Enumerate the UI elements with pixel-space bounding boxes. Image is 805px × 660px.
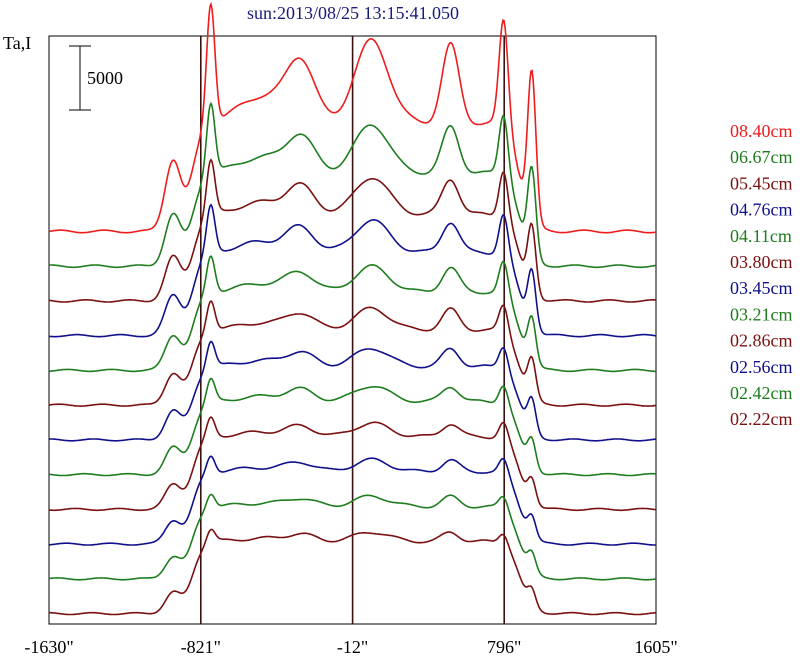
series-lines (48, 1, 657, 616)
x-tick-label-1: -821" (181, 637, 221, 657)
legend-item-9: 02.56cm (730, 357, 793, 377)
series-line-4 (48, 255, 657, 373)
legend-item-4: 04.11cm (730, 226, 792, 246)
legend-item-3: 04.76cm (730, 200, 793, 220)
series-line-7 (48, 377, 657, 477)
series-line-8 (48, 416, 657, 512)
x-tick-label-0: -1630" (24, 637, 73, 657)
legend-item-8: 02.86cm (730, 331, 793, 351)
series-line-6 (48, 340, 657, 442)
scale-bar-label: 5000 (87, 68, 123, 88)
legend: 08.40cm 06.67cm 05.45cm 04.76cm 04.11cm 03.80… (730, 121, 793, 429)
series-line-9 (49, 455, 656, 546)
legend-item-2: 05.45cm (730, 173, 793, 193)
series-line-2 (48, 158, 656, 303)
series-line-3 (48, 203, 657, 338)
x-tick-label-3: 796" (487, 637, 521, 657)
legend-item-1: 06.67cm (730, 147, 793, 167)
y-axis-label: Ta,I (3, 33, 31, 53)
legend-item-7: 03.21cm (730, 304, 793, 324)
legend-item-6: 03.45cm (730, 278, 793, 298)
series-line-5 (48, 299, 657, 407)
legend-item-10: 02.42cm (730, 383, 793, 403)
x-tick-label-2: -12" (337, 637, 368, 657)
legend-item-5: 03.80cm (730, 252, 793, 272)
series-line-1 (48, 101, 657, 269)
series-line-0 (48, 1, 657, 234)
x-axis-ticks: -1630" -821" -12" 796" 1605" (24, 637, 677, 657)
chart-title: sun:2013/08/25 13:15:41.050 (247, 3, 459, 23)
series-line-10 (48, 493, 657, 581)
legend-item-0: 08.40cm (730, 121, 793, 141)
legend-item-11: 02.22cm (730, 409, 793, 429)
series-line-11 (49, 528, 657, 616)
scale-bar: 5000 (69, 45, 123, 111)
x-tick-label-4: 1605" (634, 637, 677, 657)
